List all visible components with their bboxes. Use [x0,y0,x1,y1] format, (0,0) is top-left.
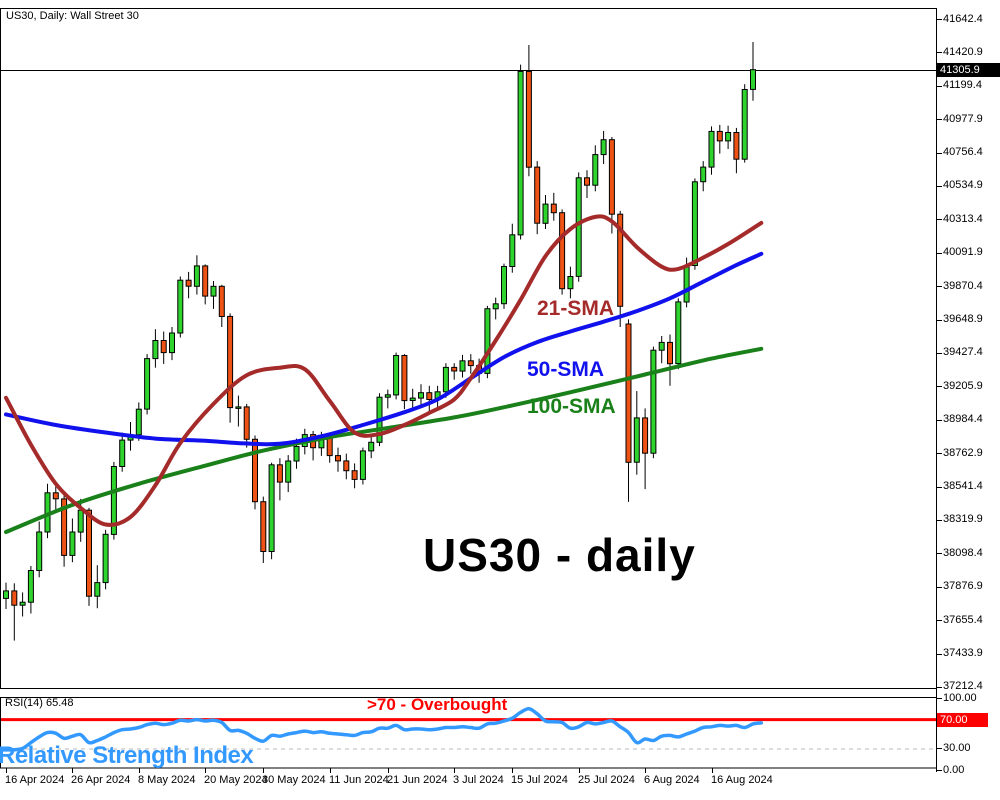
date-axis-label: 3 Jul 2024 [453,774,504,786]
price-axis-label: 37433.9 [943,647,983,659]
price-axis-label: 39205.9 [943,380,983,392]
price-axis-label: 38541.4 [943,480,983,492]
date-axis-label: 11 Jun 2024 [329,774,389,786]
price-axis-label: 40756.4 [943,146,983,158]
main-chart-frame [0,8,937,689]
rsi-overbought-tag: 70.00 [937,713,988,727]
date-axis-label: 15 Jul 2024 [511,774,568,786]
price-axis-label: 38098.4 [943,547,983,559]
date-axis-label: 16 Apr 2024 [5,774,65,786]
price-axis-label: 37212.4 [943,680,983,692]
rsi-level-label: 0.00 [943,764,965,776]
date-axis-label: 8 May 2024 [138,774,196,786]
date-axis-label: 6 Aug 2024 [644,774,700,786]
price-axis-label: 40313.4 [943,213,983,225]
price-axis-label: 37876.9 [943,580,983,592]
price-axis-label: 39648.9 [943,313,983,325]
rsi-overbought-annotation: >70 - Overbought [367,695,508,714]
date-axis-label: 16 Aug 2024 [711,774,773,786]
price-axis-label: 40534.9 [943,179,983,191]
rsi-line [0,707,764,752]
price-axis-label: 41199.4 [943,79,982,91]
price-axis-label: 40977.9 [943,113,983,125]
sma50-label: 50-SMA [527,358,605,381]
price-axis-label: 38319.9 [943,513,983,525]
rsi-level-label: 100.00 [943,692,977,704]
date-axis-label: 25 Jul 2024 [578,774,635,786]
date-axis-label: 21 Jun 2024 [387,774,448,786]
price-axis-label: 38984.4 [943,413,983,425]
price-axis-label: 38762.9 [943,447,983,459]
rsi-indicator-label: RSI(14) 65.48 [5,697,74,709]
date-axis-label: 26 Apr 2024 [71,774,131,786]
price-axis-label: 40091.9 [943,246,983,258]
rsi-level-label: 30.00 [943,742,971,754]
sma21-line [4,214,764,527]
price-axis-label: 39427.4 [943,346,983,358]
sma100-label: 100-SMA [527,395,616,418]
chart-title: US30, Daily: Wall Street 30 [6,10,139,22]
date-axis-label: 20 May 2024 [204,774,268,786]
price-axis-label: 37655.4 [943,614,983,626]
sma21-label: 21-SMA [537,297,615,320]
sma50-line [4,251,764,447]
rsi-panel-title: Relative Strength Index [0,742,254,769]
date-axis-label: 30 May 2024 [262,774,326,786]
price-axis-label: 41642.4 [943,13,983,25]
price-axis-label: 39870.4 [943,280,983,292]
price-axis-label: 41420.9 [943,46,983,58]
current-price-tag: 41305.9 [937,63,1000,77]
sma100-line [4,346,764,534]
chart-watermark-title: US30 - daily [423,529,696,581]
